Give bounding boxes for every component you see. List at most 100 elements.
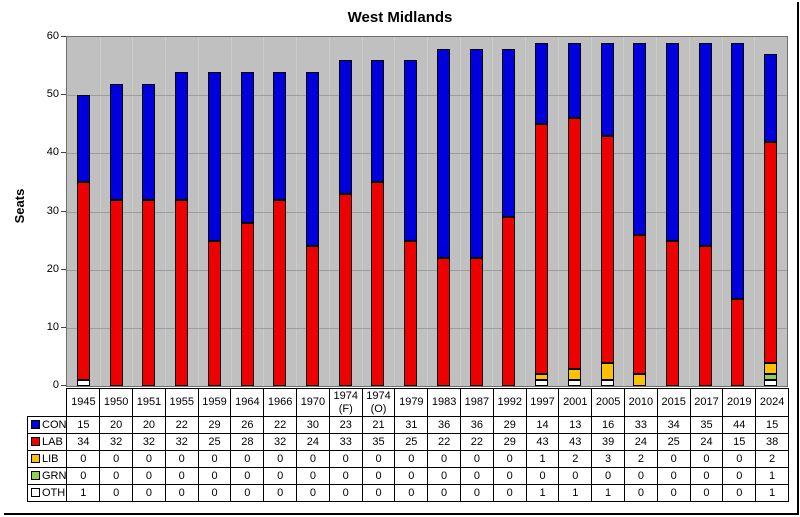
value-cell: 33 — [328, 433, 363, 451]
value-cell: 0 — [460, 467, 494, 485]
legend-swatch-grn-icon — [31, 471, 40, 480]
bar-segment-con — [404, 60, 418, 241]
value-cell: 35 — [689, 416, 724, 434]
legend-swatch-oth-icon — [31, 488, 40, 497]
value-cell: 26 — [230, 416, 265, 434]
legend-cell-lab: LAB — [26, 433, 68, 451]
bar-segment-lab — [567, 118, 581, 369]
year-header-cell: 1959 — [197, 388, 232, 417]
year-header-cell: 1950 — [99, 388, 134, 417]
value-cell: 0 — [99, 450, 134, 468]
stacked-bar — [764, 54, 778, 386]
value-cell: 0 — [99, 467, 134, 485]
value-cell: 1 — [66, 484, 101, 502]
stacked-bar — [273, 71, 287, 386]
bar-segment-grn — [764, 374, 778, 381]
value-cell: 2 — [755, 450, 789, 468]
value-cell: 0 — [99, 484, 134, 502]
legend-swatch-con-icon — [31, 420, 40, 429]
value-cell: 43 — [525, 433, 560, 451]
value-cell: 0 — [361, 467, 396, 485]
bar-segment-oth — [764, 380, 778, 386]
value-cell: 0 — [132, 484, 166, 502]
stacked-bar — [665, 42, 679, 386]
bar-segment-oth — [76, 380, 90, 386]
bar-segment-con — [502, 48, 516, 218]
bar-segment-con — [535, 42, 549, 125]
y-tick-label: 30 — [46, 204, 59, 217]
value-cell: 0 — [689, 450, 724, 468]
y-tick-label: 20 — [46, 262, 59, 275]
bar-segment-con — [175, 71, 189, 200]
bar-segment-lab — [109, 199, 123, 386]
value-cell: 3 — [591, 450, 625, 468]
bar-segment-con — [698, 42, 712, 247]
year-header-cell: 2005 — [591, 388, 625, 417]
year-header-cell: 1951 — [132, 388, 166, 417]
bar-segment-con — [207, 71, 221, 241]
value-cell: 0 — [460, 450, 494, 468]
stacked-bar — [305, 71, 319, 386]
stacked-bar — [109, 83, 123, 386]
bar-segment-con — [731, 42, 745, 299]
value-cell: 39 — [591, 433, 625, 451]
value-cell: 0 — [624, 484, 658, 502]
value-cell: 32 — [132, 433, 166, 451]
stacked-bar — [469, 48, 483, 386]
results-table: 1945 1950 1951 1955 1959 1964 1966 1970 1974 (F)… — [26, 388, 789, 502]
value-cell: 43 — [558, 433, 593, 451]
value-cell: 0 — [492, 450, 527, 468]
value-cell: 29 — [197, 416, 232, 434]
value-cell: 44 — [722, 416, 757, 434]
value-cell: 22 — [164, 416, 199, 434]
value-cell: 0 — [263, 467, 298, 485]
bar-segment-oth — [567, 380, 581, 386]
bar-segment-con — [764, 54, 778, 142]
value-cell: 25 — [394, 433, 429, 451]
gridline — [67, 327, 787, 329]
stacked-bar — [567, 42, 581, 386]
table-row-lib: LIB 0 0 0 0 0 0 0 0 0 0 0 0 0 0 1 2 3 2 0 0 0 2 — [26, 450, 789, 468]
stacked-bar — [731, 42, 745, 386]
bar-segment-lab — [502, 217, 516, 386]
bar-segment-con — [567, 42, 581, 119]
table-row-oth: OTH 1 0 0 0 0 0 0 0 0 0 0 0 0 0 1 1 1 0 0 0 0 1 — [26, 484, 789, 502]
stacked-bar — [502, 48, 516, 386]
value-cell: 1 — [525, 484, 560, 502]
bar-segment-lab — [404, 240, 418, 386]
bar-segment-lib — [633, 374, 647, 386]
bar-segment-lab — [633, 234, 647, 375]
value-cell: 0 — [689, 484, 724, 502]
y-tick-mark — [61, 152, 66, 154]
value-cell: 0 — [656, 484, 691, 502]
value-cell: 2 — [624, 450, 658, 468]
legend-cell-con: CON — [26, 416, 68, 434]
value-cell: 0 — [164, 450, 199, 468]
bar-segment-con — [469, 48, 483, 259]
value-cell: 15 — [722, 433, 757, 451]
stacked-bar — [338, 60, 352, 386]
y-tick-label: 40 — [46, 146, 59, 159]
chart-title: West Midlands — [347, 9, 453, 26]
value-cell: 23 — [328, 416, 363, 434]
value-cell: 0 — [296, 467, 330, 485]
value-cell: 20 — [99, 416, 134, 434]
y-axis-label: Seats — [12, 188, 27, 224]
table-row-con: CON 15 20 20 22 29 26 22 30 23 21 31 36 36 29 14 13 16 33 3… — [26, 416, 789, 434]
value-cell: 33 — [624, 416, 658, 434]
value-cell: 36 — [427, 416, 462, 434]
bar-segment-lab — [764, 141, 778, 363]
value-cell: 0 — [689, 467, 724, 485]
year-header-cell: 1974 (F) — [328, 388, 363, 417]
year-header-cell: 1970 — [296, 388, 330, 417]
bar-segment-con — [240, 71, 254, 224]
value-cell: 21 — [361, 416, 396, 434]
bar-segment-lab — [338, 194, 352, 386]
year-header-cell: 1945 — [66, 388, 101, 417]
value-cell: 24 — [296, 433, 330, 451]
table-row-lab: LAB 34 32 32 32 25 28 32 24 33 35 25 22 22 29 43 43 39 24 2… — [26, 433, 789, 451]
value-cell: 0 — [427, 450, 462, 468]
table-header-row: 1945 1950 1951 1955 1959 1964 1966 1970 1974 (F)… — [28, 388, 789, 417]
year-header-cell: 1979 — [394, 388, 429, 417]
bar-segment-con — [436, 48, 450, 259]
